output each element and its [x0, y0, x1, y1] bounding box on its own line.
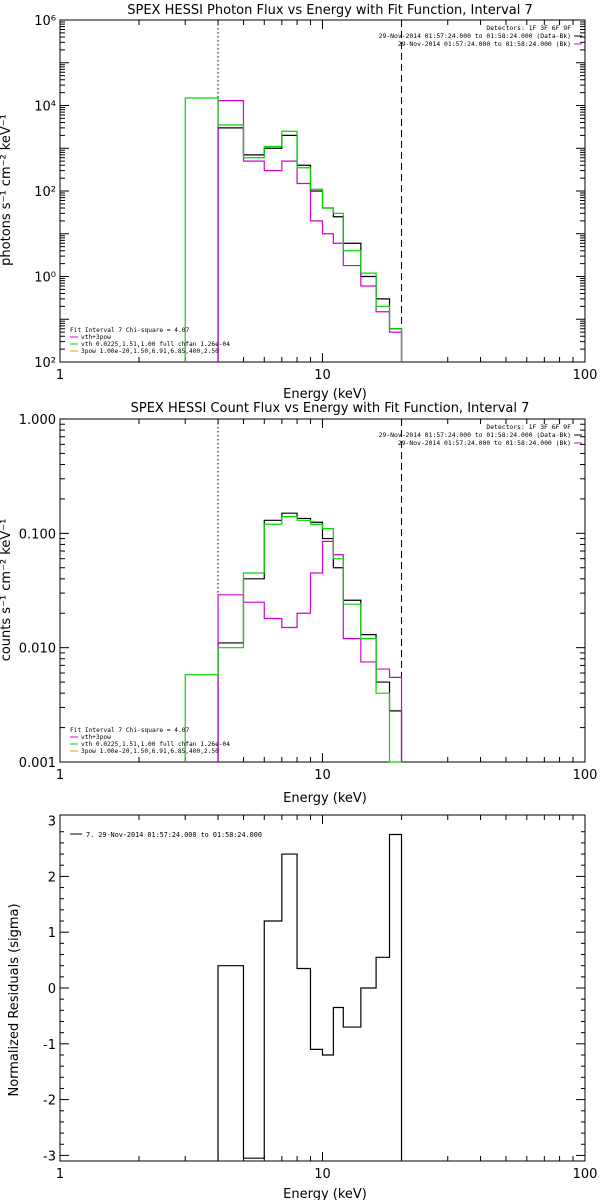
photon-flux-x-tick-label: 1 [56, 368, 64, 383]
count-flux-series-3-histogram [184, 516, 402, 763]
residuals-x-tick-label: 100 [573, 1167, 598, 1182]
photon-flux-panel: SPEX HESSI Photon Flux vs Energy with Fi… [0, 3, 597, 402]
photon-flux-x-axis-label: Energy (keV) [283, 387, 367, 402]
photon-flux-y-tick-label: 10⁴ [34, 100, 56, 115]
count-flux-y-axis-label: counts s⁻¹ cm⁻² keV⁻¹ [0, 519, 14, 662]
residuals-y-tick-label: 0 [48, 982, 56, 997]
count-flux-y-tick-label: 0.001 [19, 756, 56, 771]
residuals-y-tick-label: 1 [48, 926, 56, 941]
photon-flux-legend-top-entry: Detectors: 1F 3F 6F 9F [486, 24, 571, 32]
photon-flux-series-2-histogram [217, 100, 403, 362]
count-flux-legend-bottom-entry: 3pow 1.00e-20,1.50,6.91,6.85,400,2.50 [81, 748, 219, 755]
count-flux-y-tick-label: 0.010 [19, 642, 56, 657]
residuals-y-axis-label: Normalized Residuals (sigma) [7, 903, 22, 1096]
photon-flux-series-1-histogram [217, 127, 403, 362]
photon-flux-legend-top-entry: 29-Nov-2014 01:57:24.000 to 01:58:24.000… [379, 32, 571, 40]
photon-flux-title: SPEX HESSI Photon Flux vs Energy with Fi… [127, 3, 533, 18]
photon-flux-legend-bottom-entry: vth+3pow [81, 334, 111, 341]
count-flux-x-tick-label: 1 [56, 768, 64, 783]
residuals-series-1-histogram [217, 833, 403, 1161]
count-flux-series-2-histogram [217, 540, 403, 762]
photon-flux-y-tick-label: 10⁶ [34, 14, 56, 29]
count-flux-y-tick-label: 1.000 [19, 413, 56, 428]
count-flux-x-tick-label: 100 [573, 768, 598, 783]
count-flux-legend-bottom-entry: Fit Interval 7 Chi-square = 4.07 [70, 727, 189, 734]
count-flux-y-tick-label: 0.100 [19, 527, 56, 542]
photon-flux-series-3-histogram [184, 97, 403, 362]
photon-flux-legend-bottom-entry: vth 0.0225,1.51,1.00 full chfan 1.26e-04 [81, 341, 230, 348]
count-flux-plot-frame [59, 418, 586, 763]
residuals-y-tick-label: 3 [48, 815, 56, 830]
photon-flux-legend-bottom-entry: Fit Interval 7 Chi-square = 4.07 [70, 327, 189, 334]
count-flux-panel: SPEX HESSI Count Flux vs Energy with Fit… [0, 401, 597, 806]
photon-flux-y-axis-label: photons s⁻¹ cm⁻² keV⁻¹ [0, 114, 14, 266]
photon-flux-legend-top-entry: 29-Nov-2014 01:57:24.000 to 01:58:24.000… [398, 40, 571, 48]
residuals-y-tick-label: -1 [43, 1038, 56, 1053]
count-flux-legend-bottom-entry: vth 0.0225,1.51,1.00 full chfan 1.26e-04 [81, 741, 230, 748]
count-flux-legend-top-entry: 29-Nov-2014 01:57:24.000 to 01:58:24.000… [398, 439, 571, 447]
residuals-x-axis-label: Energy (keV) [283, 1187, 367, 1200]
residuals-legend-entry: 7. 29-Nov-2014 01:57:24.000 to 01:58:24.… [86, 831, 262, 839]
photon-flux-y-tick-label: 10⁰ [34, 271, 56, 286]
residuals-x-tick-label: 10 [314, 1167, 331, 1182]
count-flux-x-axis-label: Energy (keV) [283, 791, 367, 806]
residuals-panel: Energy (keV) Normalized Residuals (sigma… [7, 814, 598, 1200]
photon-flux-x-tick-label: 100 [573, 368, 598, 383]
residuals-y-tick-label: -3 [43, 1149, 56, 1164]
count-flux-legend-top-entry: Detectors: 1F 3F 6F 9F [486, 423, 571, 431]
count-flux-legend-bottom-entry: vth+3pow [81, 734, 111, 741]
photon-flux-x-tick-label: 10 [314, 368, 331, 383]
count-flux-series-1-histogram [217, 512, 403, 762]
residuals-y-tick-label: -2 [43, 1094, 56, 1109]
residuals-plot-frame [59, 814, 586, 1162]
residuals-y-tick-label: 2 [48, 870, 56, 885]
residuals-x-tick-label: 1 [56, 1167, 64, 1182]
photon-flux-legend-bottom-entry: 3pow 1.00e-20,1.50,6.91,6.85,400,2.50 [81, 348, 219, 355]
photon-flux-y-tick-label: 10² [34, 356, 56, 371]
count-flux-legend-top-entry: 29-Nov-2014 01:57:24.000 to 01:58:24.000… [379, 431, 571, 439]
photon-flux-y-tick-label: 10² [34, 185, 56, 200]
count-flux-title: SPEX HESSI Count Flux vs Energy with Fit… [131, 401, 530, 416]
count-flux-x-tick-label: 10 [314, 768, 331, 783]
